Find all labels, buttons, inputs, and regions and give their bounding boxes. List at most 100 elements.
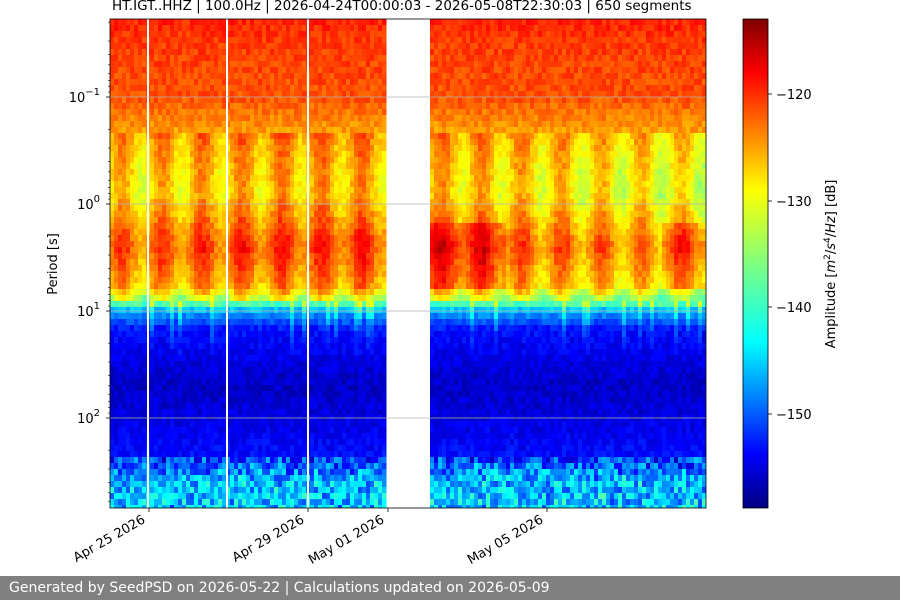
heatmap-cell [250,493,255,500]
heatmap-cell [270,193,275,200]
heatmap-cell [314,157,319,164]
heatmap-cell [166,127,171,134]
heatmap-cell [286,493,291,500]
heatmap-cell [150,169,155,176]
heatmap-cell [174,19,179,26]
heatmap-cell [294,241,299,248]
heatmap-cell [342,43,347,50]
heatmap-cell [310,427,315,434]
heatmap-cell [282,355,287,362]
heatmap-cell [110,163,115,170]
heatmap-cell [126,247,131,254]
heatmap-cell [170,115,175,122]
heatmap-cell [122,379,127,386]
heatmap-cell [198,427,203,434]
heatmap-cell [314,481,319,488]
heatmap-cell [190,37,195,44]
heatmap-cell [282,157,287,164]
heatmap-cell [246,457,251,464]
heatmap-cell [154,235,159,242]
heatmap-cell [322,475,327,482]
heatmap-cell [194,409,199,416]
heatmap-cell [326,481,331,488]
heatmap-cell [290,403,295,410]
heatmap-cell [350,31,355,38]
heatmap-cell [274,289,279,296]
heatmap-cell [294,31,299,38]
heatmap-cell [294,481,299,488]
heatmap-cell [298,67,303,74]
heatmap-cell [186,445,191,452]
heatmap-cell [230,265,235,272]
heatmap-cell [322,457,327,464]
heatmap-cell [126,481,131,488]
heatmap-cell [130,223,135,230]
heatmap-cell [310,43,315,50]
heatmap-cell [330,271,335,278]
heatmap-cell [210,229,215,236]
heatmap-cell [190,259,195,266]
heatmap-cell [330,421,335,428]
heatmap-cell [350,271,355,278]
heatmap-cell [158,373,163,380]
heatmap-cell [250,253,255,260]
heatmap-cell [246,19,251,26]
heatmap-cell [130,301,135,308]
heatmap-cell [318,505,323,508]
heatmap-cell [286,469,291,476]
heatmap-cell [170,457,175,464]
heatmap-cell [190,271,195,278]
heatmap-cell [338,355,343,362]
heatmap-cell [286,325,291,332]
heatmap-cell [110,481,115,488]
heatmap-cell [130,139,135,146]
heatmap-cell [218,253,223,260]
heatmap-cell [226,85,231,92]
heatmap-cell [226,277,231,284]
heatmap-cell [118,487,123,494]
heatmap-cell [258,235,263,242]
heatmap-cell [246,421,251,428]
heatmap-cell [226,499,231,506]
heatmap-cell [322,199,327,206]
heatmap-cell [346,157,351,164]
heatmap-cell [302,241,307,248]
heatmap-cell [338,385,343,392]
heatmap-cell [238,49,243,56]
heatmap-cell [162,445,167,452]
heatmap-cell [282,31,287,38]
heatmap-cell [254,79,259,86]
heatmap-cell [206,217,211,224]
heatmap-cell [130,181,135,188]
heatmap-cell [298,403,303,410]
heatmap-cell [198,109,203,116]
heatmap-cell [166,349,171,356]
heatmap-cell [218,439,223,446]
heatmap-cell [214,187,219,194]
heatmap-cell [134,85,139,92]
heatmap-cell [170,109,175,116]
heatmap-cell [122,397,127,404]
heatmap-cell [334,463,339,470]
heatmap-cell [350,43,355,50]
heatmap-cell [298,157,303,164]
heatmap-cell [254,85,259,92]
heatmap-cell [346,487,351,494]
heatmap-cell [246,487,251,494]
heatmap-cell [278,391,283,398]
heatmap-cell [114,499,119,506]
heatmap-cell [246,367,251,374]
heatmap-cell [222,103,227,110]
heatmap-cell [206,295,211,302]
heatmap-cell [238,247,243,254]
heatmap-cell [302,403,307,410]
heatmap-cell [338,97,343,104]
heatmap-cell [126,235,131,242]
heatmap-cell [342,505,347,508]
heatmap-cell [154,469,159,476]
heatmap-cell [114,355,119,362]
heatmap-cell [318,19,323,26]
heatmap-cell [162,319,167,326]
heatmap-cell [190,427,195,434]
heatmap-cell [262,37,267,44]
